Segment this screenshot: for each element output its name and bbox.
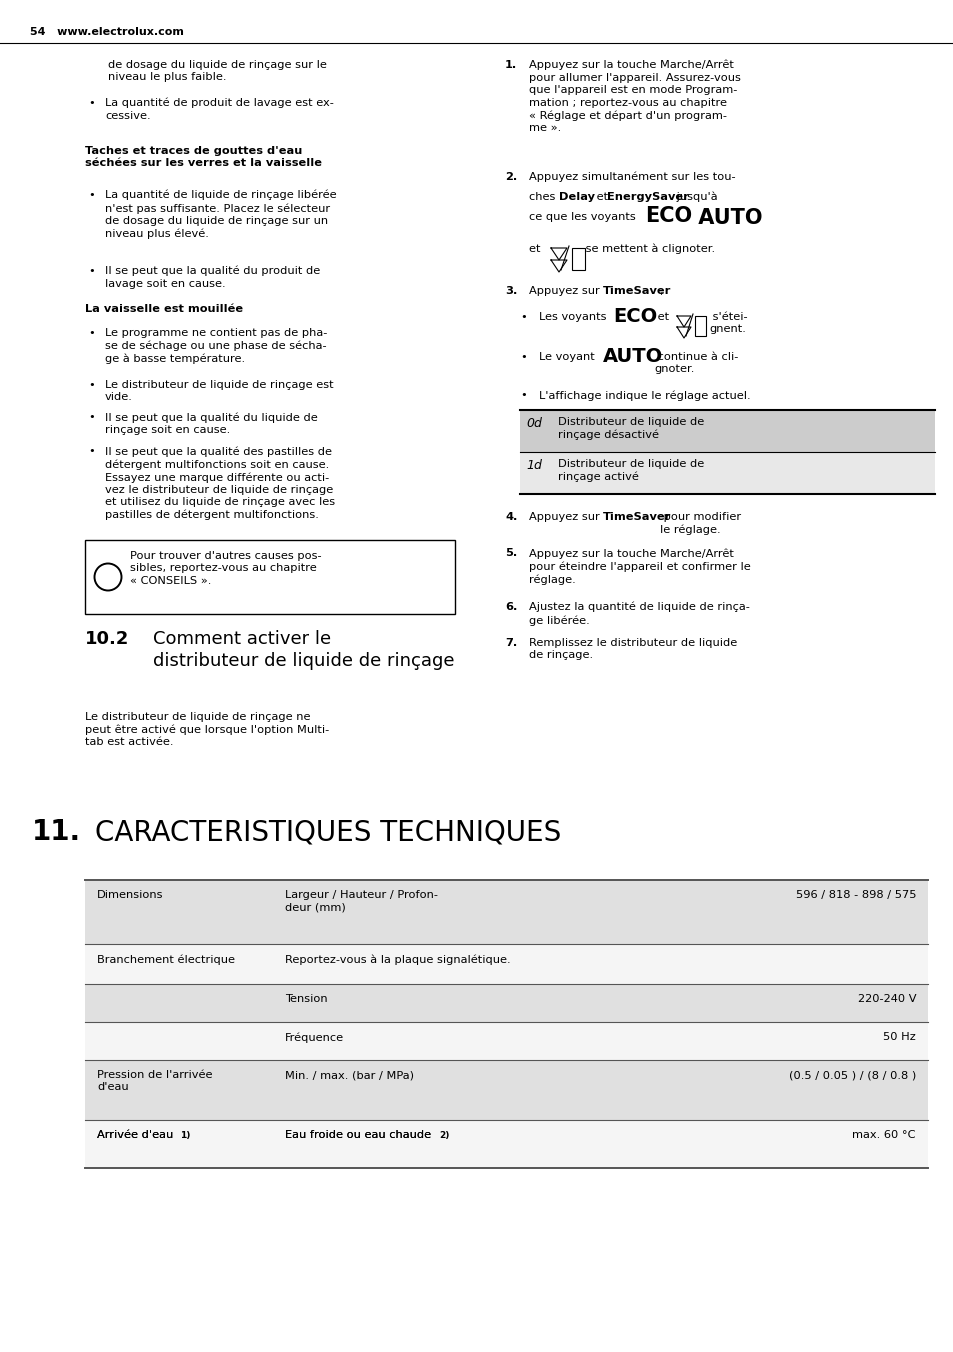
Text: et: et	[529, 243, 543, 254]
Text: jusqu'à: jusqu'à	[672, 192, 717, 201]
Text: s'étei-
gnent.: s'étei- gnent.	[708, 312, 747, 334]
Text: 1d: 1d	[525, 458, 541, 472]
Text: Ajustez la quantité de liquide de rinça-
ge libérée.: Ajustez la quantité de liquide de rinça-…	[529, 602, 749, 626]
Text: 0d: 0d	[525, 416, 541, 430]
Text: •: •	[519, 312, 526, 322]
Text: CARACTERISTIQUES TECHNIQUES: CARACTERISTIQUES TECHNIQUES	[95, 818, 560, 846]
Text: Il se peut que la qualité du liquide de
rinçage soit en cause.: Il se peut que la qualité du liquide de …	[105, 412, 317, 435]
Bar	[85, 944, 927, 984]
Text: Appuyez sur la touche Marche/Arrêt
pour allumer l'appareil. Assurez-vous
que l'a: Appuyez sur la touche Marche/Arrêt pour …	[529, 59, 740, 132]
Text: se mettent à clignoter.: se mettent à clignoter.	[581, 243, 715, 254]
Text: Tension: Tension	[285, 994, 327, 1005]
Bar	[85, 984, 927, 1022]
Text: Eau froide ou eau chaude: Eau froide ou eau chaude	[285, 1130, 431, 1140]
Text: •: •	[88, 380, 94, 389]
Text: Branchement électrique: Branchement électrique	[97, 955, 234, 964]
Text: 54   www.electrolux.com: 54 www.electrolux.com	[30, 27, 184, 37]
Text: Comment activer le
distributeur de liquide de rinçage: Comment activer le distributeur de liqui…	[152, 630, 454, 671]
Text: 3.: 3.	[504, 287, 517, 296]
Text: 10.2: 10.2	[85, 630, 130, 648]
Bar	[85, 1119, 927, 1168]
Text: 6.: 6.	[504, 602, 517, 612]
Text: ce que les voyants: ce que les voyants	[529, 211, 639, 222]
Text: Remplissez le distributeur de liquide
de rinçage.: Remplissez le distributeur de liquide de…	[529, 638, 737, 660]
Text: Le distributeur de liquide de rinçage ne
peut être activé que lorsque l'option M: Le distributeur de liquide de rinçage ne…	[85, 713, 329, 748]
Bar	[519, 452, 934, 493]
Text: •: •	[88, 97, 94, 108]
Text: Delay: Delay	[558, 192, 595, 201]
Text: 7.: 7.	[504, 638, 517, 648]
Bar	[519, 410, 934, 452]
Text: (0.5 / 0.05 ) / (8 / 0.8 ): (0.5 / 0.05 ) / (8 / 0.8 )	[788, 1069, 915, 1080]
Text: 220-240 V: 220-240 V	[857, 994, 915, 1005]
Text: continue à cli-
gnoter.: continue à cli- gnoter.	[654, 352, 739, 375]
Text: Il se peut que la qualité du produit de
lavage soit en cause.: Il se peut que la qualité du produit de …	[105, 266, 320, 289]
Text: •: •	[88, 412, 94, 422]
Text: ches: ches	[529, 192, 558, 201]
Text: Les voyants: Les voyants	[538, 312, 610, 322]
Text: Reportez-vous à la plaque signalétique.: Reportez-vous à la plaque signalétique.	[285, 955, 510, 964]
Text: 596 / 818 - 898 / 575: 596 / 818 - 898 / 575	[795, 890, 915, 900]
Text: AUTO: AUTO	[690, 207, 761, 227]
Text: 4.: 4.	[504, 512, 517, 522]
Text: •: •	[88, 191, 94, 200]
Text: EnergySaver: EnergySaver	[606, 192, 688, 201]
Text: 2): 2)	[439, 1132, 450, 1140]
Text: Taches et traces de gouttes d'eau
séchées sur les verres et la vaisselle: Taches et traces de gouttes d'eau séchée…	[85, 146, 322, 169]
Text: 1): 1)	[180, 1132, 191, 1140]
Text: Il se peut que la qualité des pastilles de
détergent multifonctions soit en caus: Il se peut que la qualité des pastilles …	[105, 446, 335, 521]
Text: 11.: 11.	[32, 818, 81, 846]
Text: Appuyez sur la touche Marche/Arrêt
pour éteindre l'appareil et confirmer le
régl: Appuyez sur la touche Marche/Arrêt pour …	[529, 548, 750, 584]
Text: TimeSaver: TimeSaver	[602, 287, 671, 296]
Text: i: i	[106, 571, 110, 584]
Text: Le distributeur de liquide de rinçage est
vide.: Le distributeur de liquide de rinçage es…	[105, 380, 334, 403]
Text: 5.: 5.	[504, 548, 517, 558]
Text: TimeSaver: TimeSaver	[602, 512, 671, 522]
Text: La quantité de produit de lavage est ex-
cessive.: La quantité de produit de lavage est ex-…	[105, 97, 334, 120]
Text: Le voyant: Le voyant	[538, 352, 598, 362]
Text: ,: ,	[659, 287, 662, 296]
Bar	[572, 247, 584, 270]
Text: pour modifier
le réglage.: pour modifier le réglage.	[659, 512, 740, 535]
Text: Distributeur de liquide de
rinçage désactivé: Distributeur de liquide de rinçage désac…	[558, 416, 703, 439]
Text: Min. / max. (bar / MPa): Min. / max. (bar / MPa)	[285, 1069, 414, 1080]
Bar	[85, 539, 455, 614]
Text: AUTO: AUTO	[602, 347, 662, 366]
Bar	[85, 1060, 927, 1119]
Bar	[85, 1022, 927, 1060]
Text: 1.: 1.	[504, 59, 517, 70]
Text: Distributeur de liquide de
rinçage activé: Distributeur de liquide de rinçage activ…	[558, 458, 703, 483]
Text: •: •	[88, 266, 94, 276]
Circle shape	[94, 564, 121, 591]
Text: Arrivée d'eau: Arrivée d'eau	[97, 1130, 176, 1140]
Text: Pression de l'arrivée
d'eau: Pression de l'arrivée d'eau	[97, 1069, 213, 1092]
Text: Appuyez sur: Appuyez sur	[529, 287, 602, 296]
Text: 2.: 2.	[504, 172, 517, 183]
Text: L'affichage indique le réglage actuel.: L'affichage indique le réglage actuel.	[538, 389, 750, 400]
Text: Fréquence: Fréquence	[285, 1032, 344, 1042]
Text: et: et	[593, 192, 611, 201]
Text: Eau froide ou eau chaude: Eau froide ou eau chaude	[285, 1130, 431, 1140]
Text: •: •	[88, 329, 94, 338]
Text: •: •	[519, 389, 526, 400]
Text: max. 60 °C: max. 60 °C	[852, 1130, 915, 1140]
Text: 50 Hz: 50 Hz	[882, 1032, 915, 1042]
Text: Le programme ne contient pas de pha-
se de séchage ou une phase de sécha-
ge à b: Le programme ne contient pas de pha- se …	[105, 329, 327, 364]
Text: ECO: ECO	[613, 307, 657, 326]
Text: •: •	[519, 352, 526, 362]
Text: de dosage du liquide de rinçage sur le
niveau le plus faible.: de dosage du liquide de rinçage sur le n…	[108, 59, 327, 82]
Text: Arrivée d'eau: Arrivée d'eau	[97, 1130, 176, 1140]
Text: Largeur / Hauteur / Profon-
deur (mm): Largeur / Hauteur / Profon- deur (mm)	[285, 890, 437, 913]
Text: Appuyez sur: Appuyez sur	[529, 512, 602, 522]
Bar	[695, 316, 705, 337]
Text: ECO: ECO	[645, 206, 692, 226]
Bar	[85, 880, 927, 944]
Text: La quantité de liquide de rinçage libérée
n'est pas suffisante. Placez le sélect: La quantité de liquide de rinçage libéré…	[105, 191, 336, 239]
Text: •: •	[88, 446, 94, 456]
Text: Appuyez simultanément sur les tou-: Appuyez simultanément sur les tou-	[529, 172, 735, 183]
Text: Dimensions: Dimensions	[97, 890, 163, 900]
Text: La vaisselle est mouillée: La vaisselle est mouillée	[85, 304, 243, 314]
Text: Pour trouver d'autres causes pos-
sibles, reportez-vous au chapitre
« CONSEILS »: Pour trouver d'autres causes pos- sibles…	[130, 552, 321, 585]
Text: et: et	[653, 312, 672, 322]
